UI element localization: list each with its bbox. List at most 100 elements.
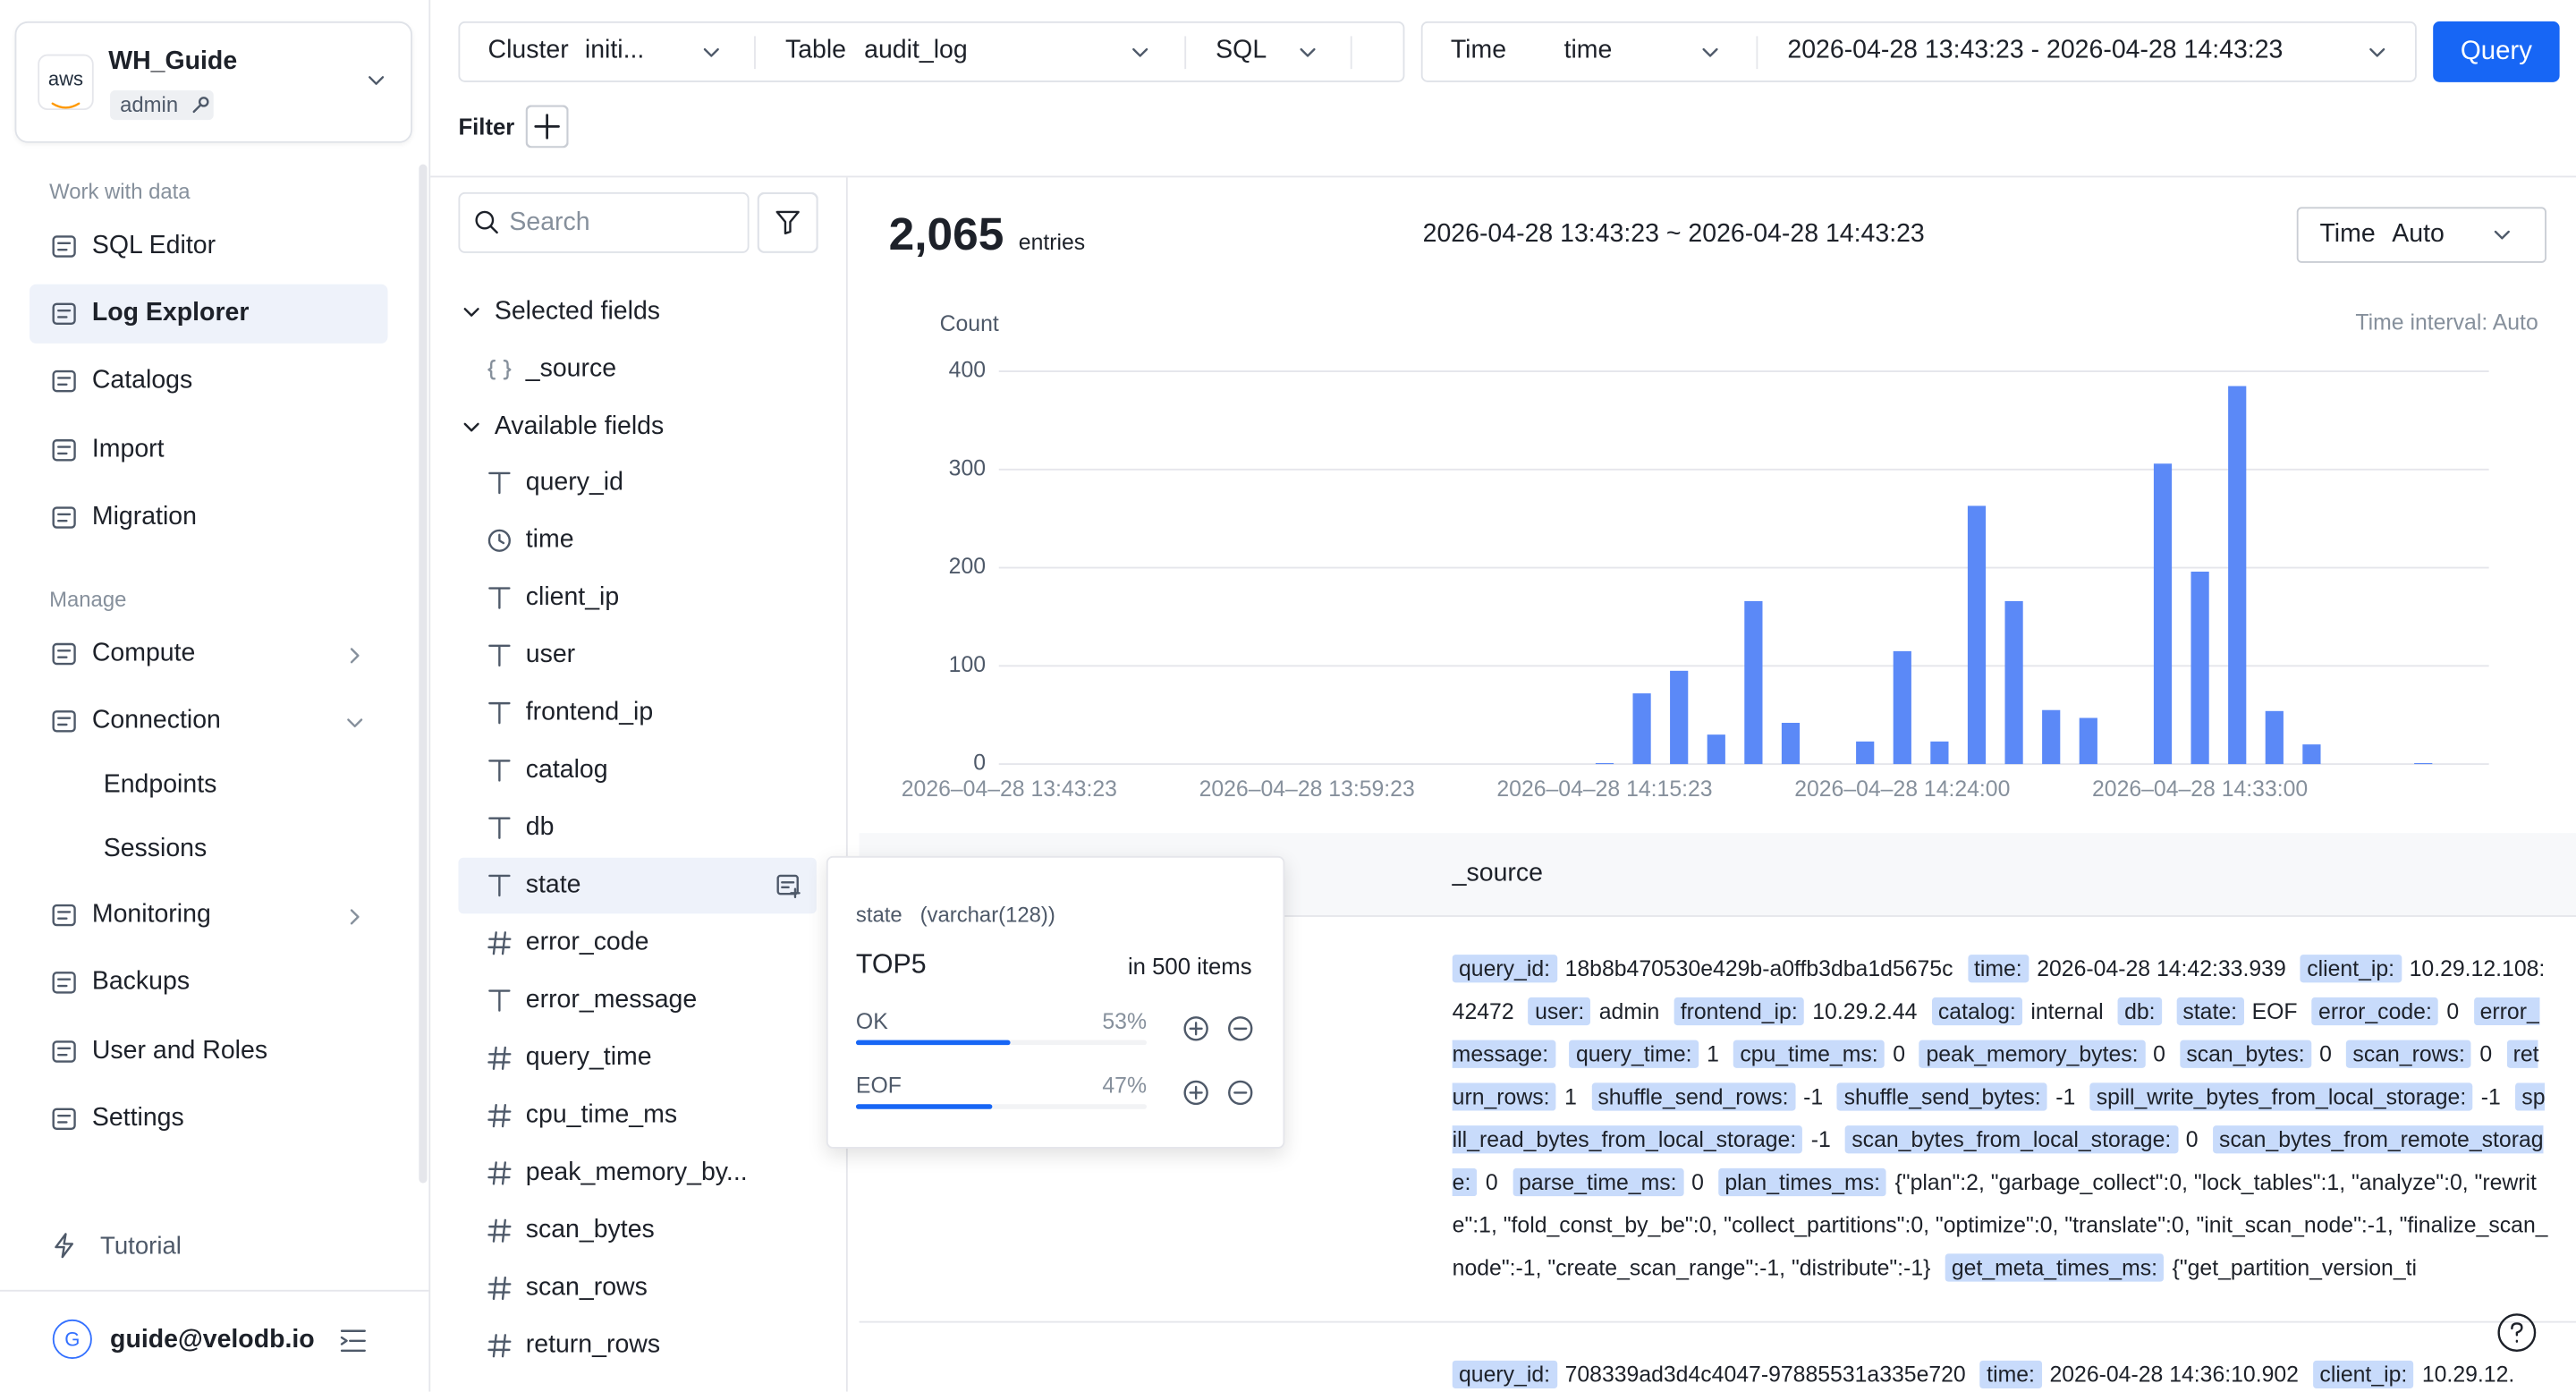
cluster-value[interactable]: initi...: [584, 36, 645, 64]
icon-part: [463, 308, 479, 317]
nav-item[interactable]: User and Roles: [91, 1036, 268, 1065]
nav-item[interactable]: Connection: [91, 706, 221, 735]
field-name[interactable]: scan_bytes: [525, 1216, 655, 1244]
nav-item[interactable]: Settings: [91, 1104, 184, 1133]
bar: [1856, 741, 1875, 765]
icon-part: [498, 533, 505, 545]
table-header: _source: [1452, 859, 1543, 887]
bar: [2228, 386, 2247, 765]
icon-part: [2369, 47, 2385, 57]
field-name[interactable]: scan_rows: [525, 1273, 648, 1302]
icon-part: [52, 302, 76, 326]
nav-item[interactable]: Catalogs: [91, 366, 193, 395]
nav-icon: [51, 368, 77, 394]
nav-item[interactable]: Sessions: [103, 835, 208, 863]
exclude-button[interactable]: [1227, 1015, 1253, 1041]
time-range[interactable]: 2026-04-28 13:43:23 - 2026-04-28 14:43:2…: [1787, 36, 2284, 64]
include-button[interactable]: [1182, 1015, 1208, 1041]
icon-part: [487, 1161, 512, 1185]
icon-part: [52, 904, 76, 927]
exclude-button[interactable]: [1227, 1080, 1253, 1106]
field-value: -1: [1810, 1126, 1831, 1152]
add-filter-button[interactable]: [525, 105, 569, 149]
field-type-icon: [487, 930, 513, 956]
table-value[interactable]: audit_log: [864, 36, 968, 64]
time-field[interactable]: time: [1563, 36, 1613, 64]
include-button[interactable]: [1182, 1080, 1208, 1106]
nav-item[interactable]: Compute: [91, 639, 196, 667]
field-name[interactable]: catalog: [525, 755, 608, 785]
nav-item[interactable]: Import: [91, 435, 165, 463]
icon-part: [55, 1233, 74, 1259]
field-value: 0: [1893, 1041, 1906, 1067]
field-name[interactable]: peak_memory_by...: [525, 1158, 748, 1187]
field-key: scan_bytes:: [2179, 1040, 2311, 1068]
chevron: [1129, 41, 1152, 64]
menu-icon[interactable]: [338, 1328, 368, 1354]
search-box[interactable]: [458, 191, 750, 253]
field-type-icon: [487, 815, 513, 841]
icon-part: [1300, 47, 1316, 57]
toolbar-line: [430, 175, 2576, 178]
field-value: 0: [2153, 1041, 2165, 1067]
nav-item[interactable]: Log Explorer: [91, 299, 250, 327]
nav-item[interactable]: Backups: [91, 967, 191, 997]
icon-part: [51, 102, 80, 109]
field-key: query_time:: [1569, 1040, 1699, 1068]
nav-icon: [51, 233, 77, 259]
icon-part: [487, 1276, 512, 1301]
field-name[interactable]: user: [525, 641, 576, 669]
selected-field[interactable]: _source: [525, 354, 617, 383]
bar: [1930, 741, 1949, 765]
icon-part: [2494, 230, 2510, 240]
field-name[interactable]: time: [525, 525, 574, 554]
icon-part: [488, 760, 511, 782]
cluster-label: Cluster: [487, 36, 569, 64]
field-value: 10.29.2.44: [1812, 998, 1918, 1024]
icon-part: [488, 471, 511, 495]
icon-part: [350, 648, 360, 664]
icon-part: [757, 191, 818, 254]
field-value: -1: [2055, 1084, 2076, 1109]
icon-part: [463, 308, 479, 317]
field-name[interactable]: return_rows: [525, 1330, 661, 1359]
query-button[interactable]: Query: [2433, 21, 2560, 82]
field-name[interactable]: client_ip: [525, 583, 620, 612]
tutorial[interactable]: Tutorial: [100, 1232, 182, 1260]
field-name[interactable]: error_message: [525, 986, 698, 1014]
icon-part: [488, 471, 511, 495]
field-name[interactable]: query_time: [525, 1043, 652, 1072]
icon-part: [347, 718, 363, 728]
field-name[interactable]: state: [525, 870, 581, 899]
field-name[interactable]: frontend_ip: [525, 698, 654, 726]
field-key: client_ip:: [2313, 1360, 2414, 1389]
user-avatar[interactable]: G: [52, 1319, 92, 1359]
record-divider: [859, 1320, 2576, 1323]
icon-part: [1189, 1085, 1203, 1100]
field-name[interactable]: query_id: [525, 468, 623, 497]
icon-part: [2511, 1322, 2523, 1343]
field-name[interactable]: error_code: [525, 928, 649, 956]
nav-item[interactable]: SQL Editor: [91, 231, 216, 260]
field-type-icon: [487, 1160, 513, 1186]
interval-select[interactable]: [2296, 207, 2546, 263]
nav-item[interactable]: Endpoints: [103, 770, 217, 799]
nav-item[interactable]: Monitoring: [91, 900, 211, 929]
field-value: -1: [2480, 1084, 2501, 1109]
icon-part: [487, 529, 511, 552]
search-icon: [473, 208, 499, 234]
icon-part: [52, 1040, 76, 1063]
field-key: get_meta_times_ms:: [1945, 1253, 2165, 1282]
nav-item[interactable]: Migration: [91, 503, 197, 531]
icon-part: [198, 97, 209, 107]
help-button[interactable]: [2496, 1311, 2538, 1354]
field-filter-button[interactable]: [757, 191, 818, 254]
icon-part: [488, 989, 511, 1012]
field-name[interactable]: db: [525, 813, 555, 842]
language-select[interactable]: SQL: [1216, 36, 1267, 64]
field-stats-icon[interactable]: [775, 872, 801, 899]
workspace-card[interactable]: [14, 21, 413, 143]
field-value: 708339ad3d4c4047-97885531a335e720: [1564, 1362, 1966, 1388]
field-name[interactable]: cpu_time_ms: [525, 1100, 678, 1129]
